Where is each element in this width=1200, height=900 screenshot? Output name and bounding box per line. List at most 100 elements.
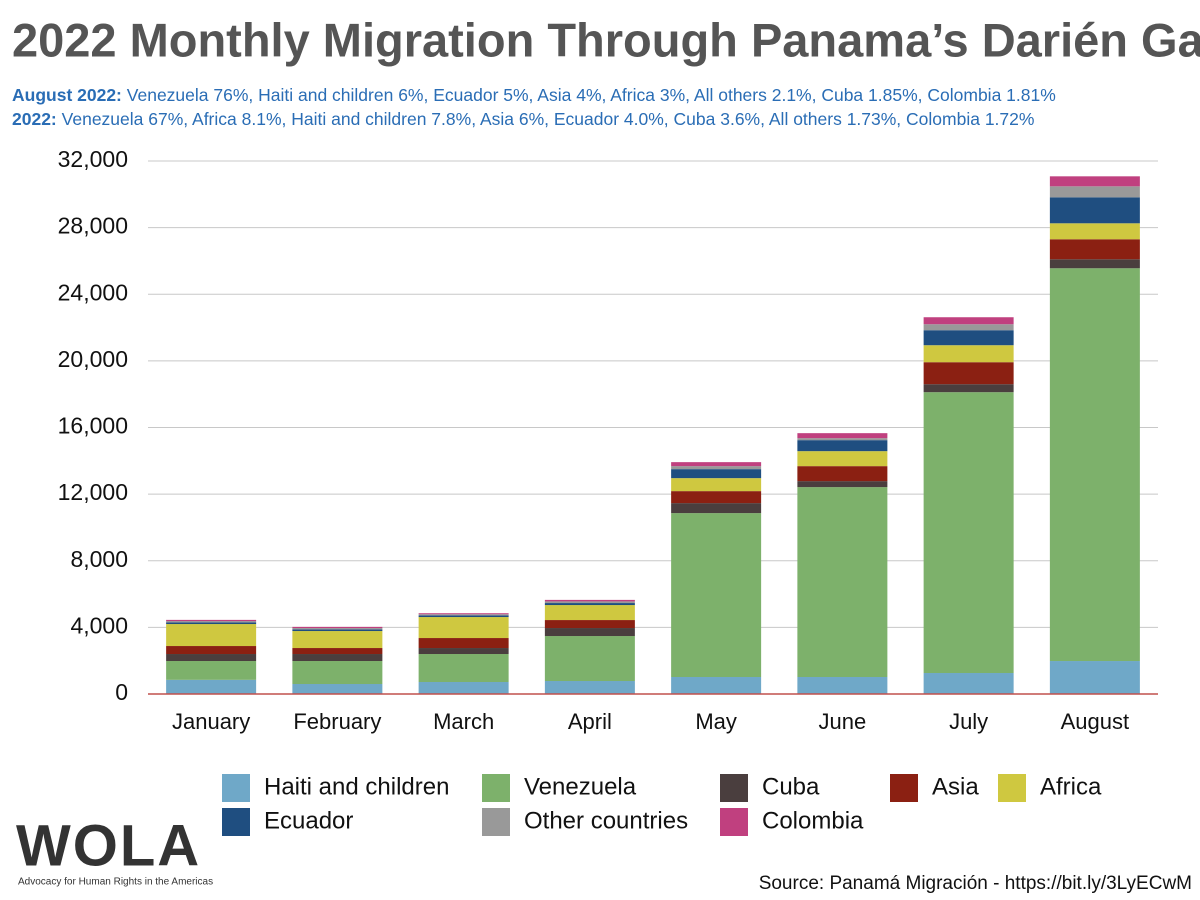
bar-segment (797, 440, 888, 452)
bar-segment (292, 661, 383, 685)
bar-segment (292, 654, 383, 662)
bar-segment (544, 636, 635, 682)
bar-segment (418, 613, 509, 615)
legend-label: Africa (1040, 773, 1102, 800)
x-tick-label: June (819, 709, 867, 734)
y-tick-label: 4,000 (70, 612, 128, 638)
legend-swatch (998, 774, 1026, 802)
logo: WOLA (16, 813, 201, 878)
bar-segment (923, 317, 1014, 325)
bar-segment (797, 433, 888, 439)
bar-segment (1049, 259, 1140, 269)
legend-swatch (222, 808, 250, 836)
y-tick-label: 20,000 (58, 346, 128, 372)
bar-segment (418, 654, 509, 683)
legend-label: Venezuela (524, 773, 637, 800)
bar-segment (923, 362, 1014, 385)
source: Source: Panamá Migración - https://bit.l… (759, 873, 1192, 894)
bar-segment (544, 605, 635, 621)
bar-segment (292, 631, 383, 649)
legend-label: Haiti and children (264, 773, 449, 800)
subtitle-label: 2022: (12, 109, 57, 129)
bar-segment (671, 503, 762, 514)
bar-segment (671, 469, 762, 479)
x-tick-label: March (433, 709, 494, 734)
legend-swatch (222, 774, 250, 802)
legend-label: Cuba (762, 773, 820, 800)
bar-segment (797, 451, 888, 467)
bar-segment (1049, 223, 1140, 240)
legend-swatch (890, 774, 918, 802)
bar-segment (671, 466, 762, 470)
x-tick-label: May (695, 709, 737, 734)
x-tick-label: April (568, 709, 612, 734)
bar-segment (166, 622, 257, 625)
x-tick-label: February (293, 709, 381, 734)
bar-segment (292, 626, 383, 629)
subtitle-label: August 2022: (12, 85, 122, 105)
chart-title: 2022 Monthly Migration Through Panama’s … (12, 13, 1200, 66)
bar-segment (292, 648, 383, 655)
legend-label: Ecuador (264, 807, 353, 834)
bar-segment (418, 648, 509, 655)
bar-segment (923, 392, 1014, 674)
y-tick-label: 32,000 (58, 146, 128, 172)
y-tick-label: 8,000 (70, 546, 128, 572)
bar-segment (923, 673, 1014, 694)
subtitle: 2022: Venezuela 67%, Africa 8.1%, Haiti … (12, 109, 1034, 129)
y-tick-label: 12,000 (58, 479, 128, 505)
bar-segment (166, 621, 257, 623)
bar-segment (923, 330, 1014, 346)
bar-segment (1049, 176, 1140, 187)
bar-segment (544, 603, 635, 606)
legend-swatch (720, 808, 748, 836)
subtitle: August 2022: Venezuela 76%, Haiti and ch… (12, 85, 1056, 105)
legend-swatch (720, 774, 748, 802)
subtitle-text: Venezuela 76%, Haiti and children 6%, Ec… (127, 85, 1056, 105)
x-tick-label: January (172, 709, 250, 734)
bar-segment (544, 681, 635, 694)
bar-segment (1049, 239, 1140, 260)
bar-segment (166, 646, 257, 655)
bar-segment (166, 679, 257, 694)
bar-segment (418, 682, 509, 694)
logo-tagline: Advocacy for Human Rights in the America… (18, 877, 213, 888)
bar-segment (418, 638, 509, 649)
bar-segment (544, 628, 635, 637)
bar-segment (166, 624, 257, 647)
bar-segment (544, 620, 635, 629)
legend-label: Colombia (762, 807, 864, 834)
bar-segment (923, 324, 1014, 331)
legend-swatch (482, 808, 510, 836)
legend-label: Asia (932, 773, 979, 800)
bar-segment (797, 487, 888, 678)
bar-segment (797, 677, 888, 694)
bar-segment (797, 466, 888, 482)
legend-swatch (482, 774, 510, 802)
x-tick-label: August (1061, 709, 1130, 734)
bar-segment (923, 384, 1014, 393)
bar-segment (292, 628, 383, 630)
bar-segment (1049, 661, 1140, 694)
bar-segment (671, 677, 762, 694)
y-tick-label: 16,000 (58, 413, 128, 439)
bar-segment (671, 462, 762, 467)
bar-segment (1049, 268, 1140, 662)
y-tick-label: 0 (115, 679, 128, 705)
y-tick-label: 24,000 (58, 279, 128, 305)
bar-segment (166, 619, 257, 622)
bar-segment (166, 654, 257, 662)
bar-segment (671, 513, 762, 678)
x-tick-label: July (949, 709, 988, 734)
legend-label: Other countries (524, 807, 688, 834)
bar-segment (166, 661, 257, 680)
bar-segment (418, 617, 509, 639)
bar-segment (544, 599, 635, 602)
y-tick-label: 28,000 (58, 213, 128, 239)
bar-segment (1049, 186, 1140, 198)
subtitle-text: Venezuela 67%, Africa 8.1%, Haiti and ch… (62, 109, 1035, 129)
bar-segment (923, 345, 1014, 363)
bar-segment (671, 478, 762, 492)
bar-segment (1049, 197, 1140, 224)
